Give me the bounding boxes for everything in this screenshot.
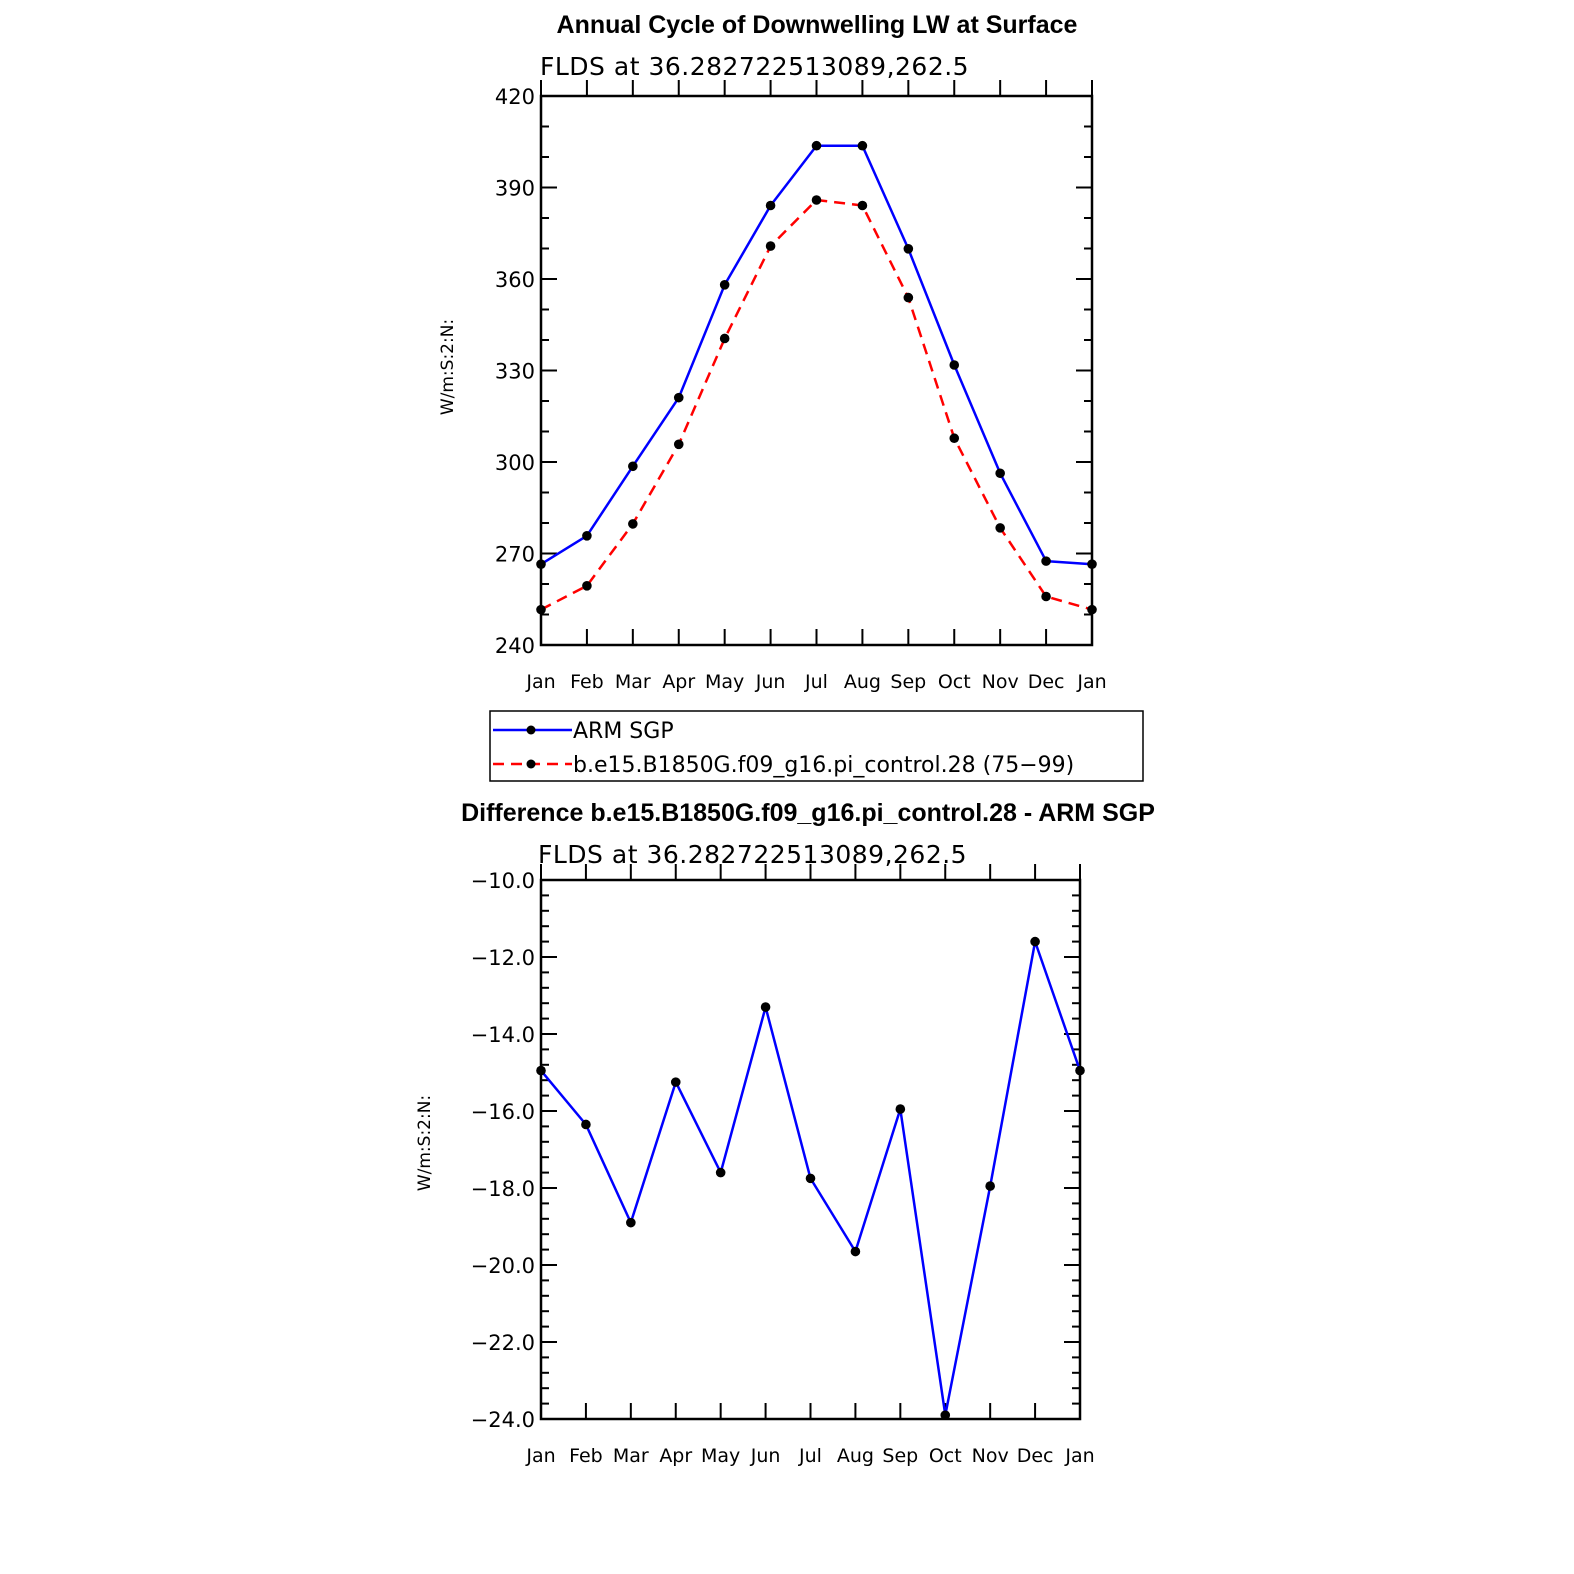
- bottom-ytick-label: −24.0: [471, 1408, 535, 1432]
- bottom-series-0-point: [581, 1119, 591, 1130]
- bottom-series-0-point: [850, 1246, 861, 1257]
- legend-box: [489, 710, 1144, 782]
- top-ytick-label: 390: [495, 177, 535, 201]
- top-plot-area: 240 270 300 330 360 390 420 Jan Feb Mar Apr May Jun J…: [495, 80, 1107, 693]
- bottom-plot-frame: [539, 878, 1082, 1421]
- top-ytick-label: 270: [495, 543, 535, 567]
- top-series-line-0: [540, 144, 1093, 566]
- top-series-1-point: [857, 200, 868, 211]
- top-series-0-point: [949, 360, 960, 370]
- bottom-series-0-point: [940, 1410, 951, 1420]
- top-series-0-point: [628, 461, 638, 472]
- bottom-xtick-label: Jan: [1064, 1445, 1094, 1467]
- top-xtick-label: Nov: [982, 671, 1019, 693]
- top-xtick-label: Jul: [804, 671, 828, 693]
- top-xtick-label: Feb: [570, 671, 604, 693]
- top-series-0-point: [673, 392, 684, 403]
- top-xtick-label: Jan: [1076, 671, 1106, 693]
- bottom-y-axis-label: W/m:S:2:N:: [415, 1095, 435, 1191]
- legend-label-model: b.e15.B1850G.f09_g16.pi_control.28 (75−9…: [573, 753, 1074, 778]
- top-series-0-point: [995, 468, 1005, 479]
- top-xtick-label: Jan: [525, 671, 555, 693]
- top-xtick-label: Dec: [1028, 671, 1065, 693]
- top-y-axis-label: W/m:S:2:N:: [438, 319, 458, 415]
- bottom-ytick-label: −16.0: [471, 1100, 535, 1124]
- top-xtick-label: Mar: [615, 671, 651, 693]
- top-ytick-label: 240: [495, 634, 535, 658]
- bottom-series-0-point: [1030, 936, 1040, 947]
- bottom-chart-title: Difference b.e15.B1850G.f09_g16.pi_contr…: [461, 799, 1155, 827]
- top-chart-title: Annual Cycle of Downwelling LW at Surfac…: [557, 11, 1078, 39]
- top-series-0-point: [1087, 559, 1097, 569]
- top-ytick-label: 330: [495, 360, 535, 384]
- top-xtick-label: May: [705, 671, 744, 693]
- top-series-0-point: [765, 200, 776, 211]
- top-ytick-label: 420: [495, 85, 535, 109]
- top-series-1-point: [536, 604, 546, 615]
- bottom-series-0-point: [805, 1173, 816, 1184]
- bottom-xtick-label: Sep: [882, 1445, 918, 1467]
- bottom-xtick-label: Jan: [525, 1445, 555, 1467]
- top-ytick-label: 300: [495, 451, 535, 475]
- top-chart-subtitle: FLDS at 36.282722513089,262.5: [540, 52, 969, 81]
- top-series-1-point: [628, 519, 638, 529]
- top-series-1-point: [1041, 591, 1051, 602]
- bottom-series-0-point: [715, 1167, 726, 1178]
- legend-label-arm-sgp: ARM SGP: [573, 719, 674, 744]
- top-series-1-point: [811, 195, 822, 205]
- bottom-xtick-label: Dec: [1017, 1445, 1054, 1467]
- bottom-xtick-label: Apr: [659, 1445, 692, 1467]
- bottom-ytick-label: −10.0: [471, 869, 535, 893]
- top-xtick-label: Jun: [755, 671, 786, 693]
- top-series-line-1: [540, 198, 1093, 611]
- bottom-series-0-point: [670, 1077, 681, 1087]
- bottom-plot-area: −24.0 −22.0 −20.0 −18.0 −16.0 −14.0 −12.0 −10.0…: [471, 864, 1095, 1467]
- top-xtick-label: Apr: [662, 671, 695, 693]
- top-xtick-label: Aug: [844, 671, 881, 693]
- top-series-0-point: [811, 140, 822, 151]
- bottom-xtick-label: Feb: [569, 1445, 603, 1467]
- top-series-0-point: [857, 140, 868, 151]
- bottom-series-0-point: [626, 1217, 636, 1228]
- bottom-xtick-label: Mar: [613, 1445, 649, 1467]
- bottom-ytick-label: −22.0: [471, 1331, 535, 1355]
- bottom-series-0-point: [895, 1104, 906, 1114]
- top-xtick-label: Sep: [890, 671, 926, 693]
- legend: ARM SGP b.e15.B1850G.f09_g16.pi_control.…: [489, 710, 1144, 782]
- top-ytick-label: 360: [495, 268, 535, 292]
- bottom-ytick-label: −12.0: [471, 946, 535, 970]
- bottom-chart-subtitle: FLDS at 36.282722513089,262.5: [538, 840, 967, 869]
- bottom-xtick-label: Jul: [798, 1445, 822, 1467]
- bottom-ytick-label: −14.0: [471, 1023, 535, 1047]
- top-series-0-point: [582, 531, 592, 541]
- top-series-0-point: [1041, 556, 1051, 566]
- top-series-1-point: [903, 292, 914, 303]
- legend-marker-arm-sgp: [526, 725, 536, 735]
- bottom-series-0-point: [1075, 1065, 1085, 1076]
- top-plot-frame: [539, 94, 1094, 647]
- bottom-xtick-label: Jun: [750, 1445, 781, 1467]
- top-series-0-point: [536, 559, 546, 569]
- bottom-xtick-label: Oct: [929, 1445, 962, 1467]
- legend-marker-model: [526, 759, 536, 769]
- top-series-0-point: [719, 279, 730, 290]
- bottom-series-0-point: [536, 1065, 546, 1076]
- top-series-1-point: [719, 333, 730, 344]
- bottom-series-0-point: [760, 1002, 771, 1012]
- bottom-ytick-label: −20.0: [471, 1254, 535, 1278]
- bottom-xtick-label: Aug: [837, 1445, 874, 1467]
- bottom-series-0-point: [985, 1181, 995, 1191]
- top-series-1-point: [1087, 604, 1097, 615]
- top-series-1-point: [582, 581, 592, 591]
- bottom-xtick-label: Nov: [972, 1445, 1009, 1467]
- top-series-1-point: [673, 439, 684, 450]
- bottom-xtick-label: May: [701, 1445, 740, 1467]
- bottom-ytick-label: −18.0: [471, 1177, 535, 1201]
- top-series-0-point: [903, 244, 914, 254]
- top-series-1-point: [765, 241, 776, 251]
- top-xtick-label: Oct: [938, 671, 971, 693]
- top-series-1-point: [949, 433, 960, 444]
- top-series-1-point: [995, 523, 1005, 533]
